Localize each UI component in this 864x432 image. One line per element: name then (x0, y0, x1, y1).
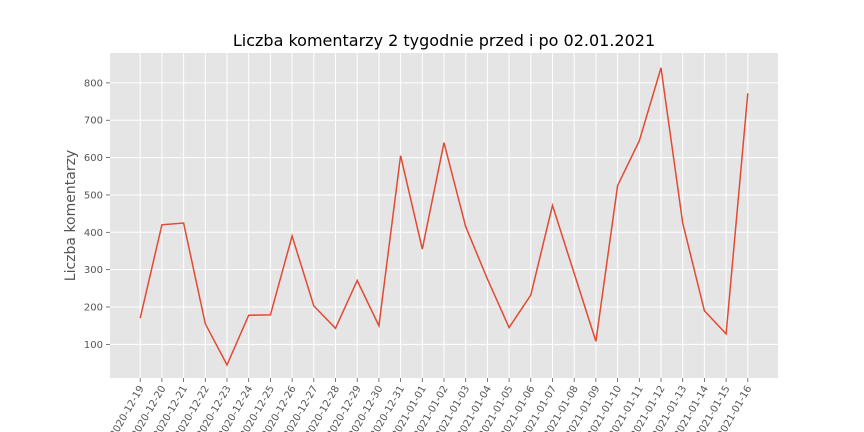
y-axis-ticks: 100 200 300 400 500 600 700 800 (84, 78, 110, 351)
y-tick-label: 400 (84, 228, 103, 239)
y-tick-label: 100 (84, 340, 103, 351)
y-axis-label: Liczba komentarzy (63, 150, 79, 281)
y-tick-label: 700 (84, 116, 103, 127)
y-tick-label: 800 (84, 78, 103, 89)
chart-title: Liczba komentarzy 2 tygodnie przed i po … (233, 31, 655, 50)
y-tick-label: 300 (84, 265, 103, 276)
x-axis-ticks: 2020-12-192020-12-202020-12-212020-12-22… (108, 378, 754, 432)
series-line (139, 67, 749, 367)
y-tick-label: 600 (84, 153, 103, 164)
y-tick-label: 500 (84, 190, 103, 201)
y-tick-label: 200 (84, 303, 103, 314)
